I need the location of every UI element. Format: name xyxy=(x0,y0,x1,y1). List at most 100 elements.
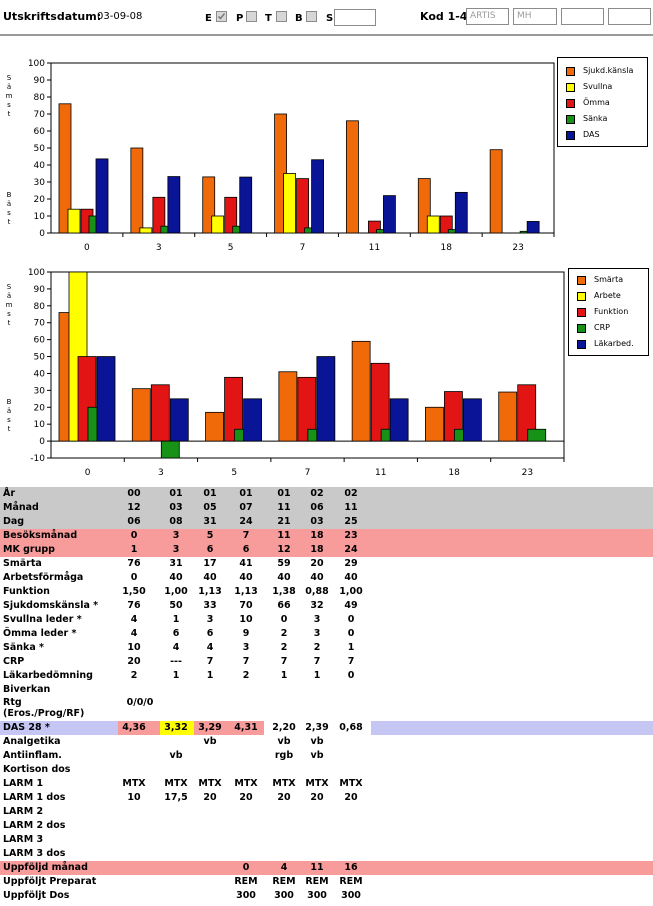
table-cell: 4 xyxy=(206,642,214,653)
bar-ömma-7 xyxy=(296,178,309,234)
row-label-text: Funktion xyxy=(3,586,50,597)
axis-word-top: S xyxy=(7,74,12,82)
table-row: Dag 06 08 31 24 21 03 25 xyxy=(0,515,653,529)
y-tick-label: 20 xyxy=(34,403,46,413)
table-cell: 4,31 xyxy=(234,722,258,733)
bar-smärta-23 xyxy=(498,391,518,442)
x-tick-label: 11 xyxy=(369,243,380,253)
row-label-subtext: (Eros./Prog/RF) xyxy=(3,708,85,719)
table-cell: 29 xyxy=(344,558,358,569)
y-tick-label: 10 xyxy=(34,420,46,430)
table-row: LARM 1 dos 10 17,5 20 20 20 20 20 xyxy=(0,791,653,805)
row-label-text: Dag xyxy=(3,516,25,527)
bar-läkarbed-0 xyxy=(96,356,116,442)
x-tick-label: 3 xyxy=(156,243,162,253)
table-cell: 0 xyxy=(347,670,355,681)
axis-word-top: s xyxy=(7,310,11,318)
kod-field-1[interactable]: ARTIS xyxy=(466,8,509,25)
bar-das-23 xyxy=(526,221,540,234)
das-cell-highlight xyxy=(118,721,160,735)
das-cell-highlight xyxy=(194,721,228,735)
x-tick-label: 23 xyxy=(522,468,533,478)
row-label-text: Analgetika xyxy=(3,736,61,747)
y-tick-label: 50 xyxy=(34,353,46,363)
checkbox-e[interactable] xyxy=(216,11,227,22)
table-cell: MTX xyxy=(305,778,329,789)
table-row: LARM 3 xyxy=(0,833,653,847)
table-cell: vb xyxy=(310,750,324,761)
table-cell: 21 xyxy=(277,516,291,527)
table-row: Arbetsförmåga 0 40 40 40 40 40 40 xyxy=(0,571,653,585)
row-label: Analgetika xyxy=(3,736,61,747)
table-cell: 33 xyxy=(203,600,217,611)
axis-word-top: ä xyxy=(7,292,11,300)
table-cell: 11 xyxy=(277,502,291,513)
y-tick-label: 70 xyxy=(34,319,46,329)
axis-word-top: s xyxy=(7,101,11,109)
table-cell: 4 xyxy=(280,862,288,873)
table-cell: vb xyxy=(277,736,291,747)
bar-sjukdkänsla-23 xyxy=(489,149,503,234)
table-row: Uppföljt Preparat REM REM REM REM xyxy=(0,875,653,889)
table-row: Läkarbedömning 2 1 1 2 1 1 0 xyxy=(0,669,653,683)
bar-das-3 xyxy=(167,176,181,234)
legend-label: DAS xyxy=(583,130,600,139)
table-cell: 0 xyxy=(347,628,355,639)
checkbox-label-p: P xyxy=(236,13,244,24)
y-tick-label: 80 xyxy=(34,302,46,312)
table-cell: 1 xyxy=(172,670,180,681)
checkbox-t[interactable] xyxy=(276,11,287,22)
row-label-text: LARM 3 dos xyxy=(3,848,66,859)
bar-läkarbed-3 xyxy=(169,398,189,442)
bar-svullna-0 xyxy=(67,208,81,234)
bar-funktion-3 xyxy=(150,384,170,442)
axis-word-bottom: ä xyxy=(7,407,11,415)
table-cell: 3 xyxy=(313,614,321,625)
y-tick-label: 10 xyxy=(34,212,46,222)
table-cell: 2 xyxy=(242,670,250,681)
table-cell: 20 xyxy=(310,558,324,569)
table-cell: 1,00 xyxy=(164,586,188,597)
bar-sjukdkänsla-11 xyxy=(346,120,359,234)
kod-field-2[interactable]: MH xyxy=(513,8,557,25)
legend-swatch xyxy=(566,115,575,124)
table-cell: 2,39 xyxy=(305,722,329,733)
x-tick-label: 3 xyxy=(158,468,164,478)
table-row: LARM 3 dos xyxy=(0,847,653,861)
table-cell: rgb xyxy=(274,750,294,761)
bar-das-11 xyxy=(383,195,396,234)
s-text-field[interactable] xyxy=(334,9,376,26)
legend-swatch xyxy=(577,324,586,333)
x-tick-label: 7 xyxy=(300,243,306,253)
check-icon xyxy=(218,13,226,20)
table-cell: 40 xyxy=(344,572,358,583)
table-cell: 20 xyxy=(310,792,324,803)
das-cell-highlight xyxy=(160,721,194,735)
row-label-text: Rtg xyxy=(3,697,22,708)
row-label: LARM 1 xyxy=(3,778,43,789)
checkbox-b[interactable] xyxy=(306,11,317,22)
legend-label: Smärta xyxy=(594,275,624,284)
checkbox-p[interactable] xyxy=(246,11,257,22)
bar-sjukdkänsla-3 xyxy=(130,147,144,234)
x-tick-label: 23 xyxy=(512,243,523,253)
row-label-text: Kortison dos xyxy=(3,764,71,775)
kod-field-4[interactable] xyxy=(608,8,651,25)
table-cell: 1 xyxy=(347,642,355,653)
bar-läkarbed-5 xyxy=(243,398,262,442)
table-cell: 40 xyxy=(239,572,253,583)
table-row: Sänka * 10 4 4 3 2 2 1 xyxy=(0,641,653,655)
bar-funktion-23 xyxy=(517,384,537,442)
row-label: Sjukdomskänsla * xyxy=(3,600,98,611)
row-label: Uppföljt Dos xyxy=(3,890,69,901)
row-label: Antiinflam. xyxy=(3,750,62,761)
kod-label: Kod 1-4 xyxy=(420,10,468,23)
table-cell: 300 xyxy=(341,890,361,901)
legend-label: Funktion xyxy=(594,307,629,316)
axis-word-top: ä xyxy=(7,83,11,91)
table-row: Analgetika vb vb vb xyxy=(0,735,653,749)
table-cell: MTX xyxy=(339,778,363,789)
kod-field-3[interactable] xyxy=(561,8,604,25)
